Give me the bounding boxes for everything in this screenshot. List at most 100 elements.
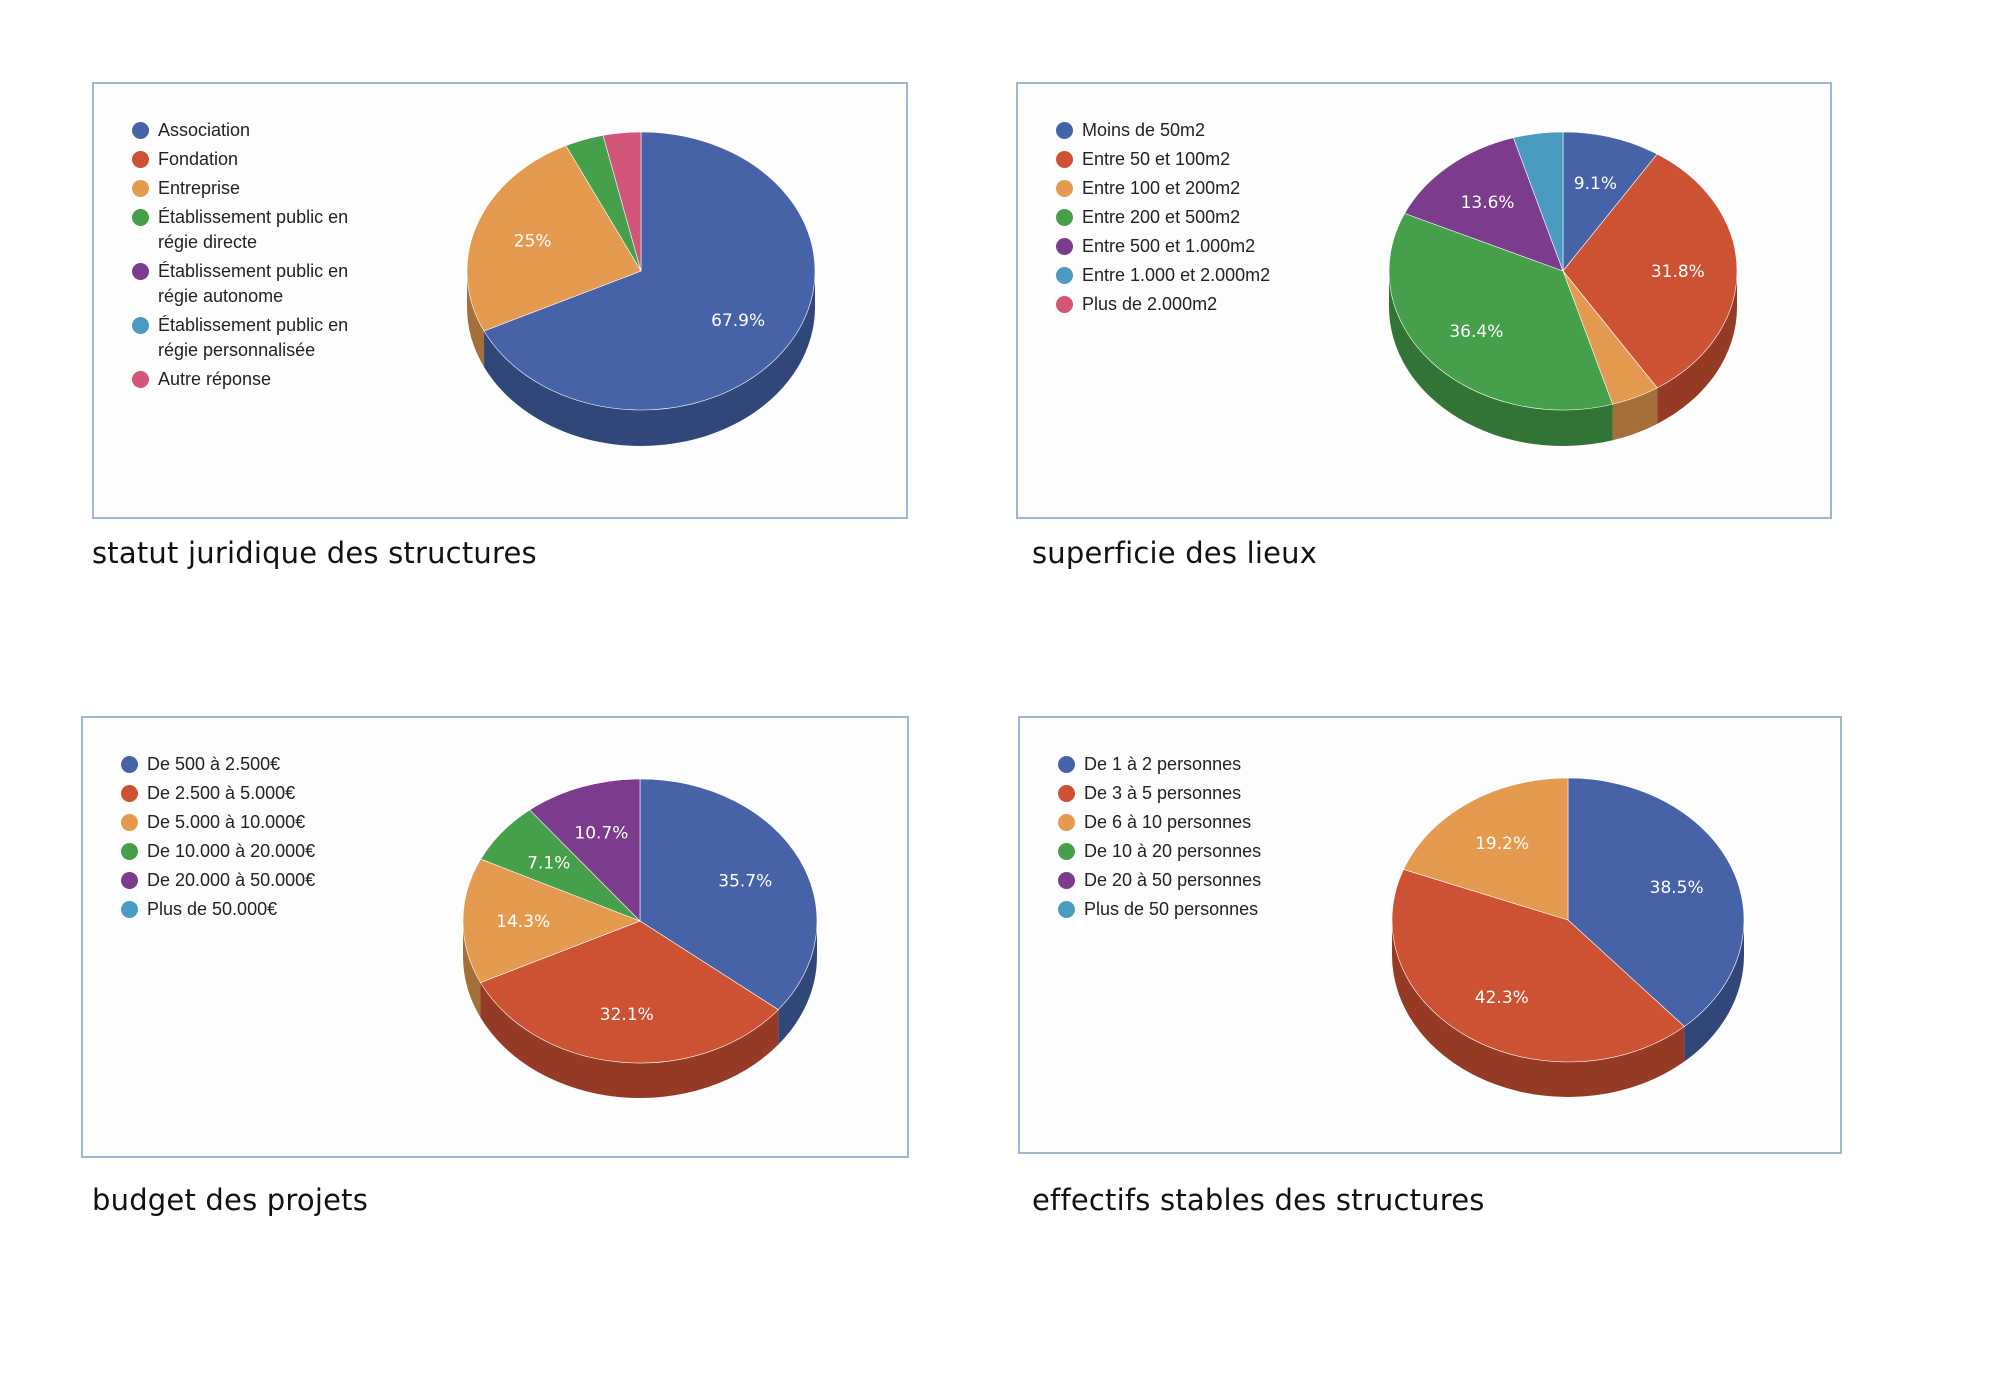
legend-item: De 20 à 50 personnes bbox=[1058, 868, 1261, 893]
pie-slice-side bbox=[484, 271, 815, 446]
caption-superficie: superficie des lieux bbox=[1032, 536, 1318, 570]
legend-label: Plus de 2.000m2 bbox=[1082, 294, 1218, 314]
pie-value-label: 7.1% bbox=[527, 853, 570, 873]
legend-swatch bbox=[132, 180, 149, 197]
pie-value-label: 42.3% bbox=[1475, 988, 1529, 1008]
legend: De 1 à 2 personnes De 3 à 5 personnes De 6… bbox=[1058, 752, 1261, 926]
legend-swatch bbox=[132, 209, 149, 226]
legend: Moins de 50m2 Entre 50 et 100m2 Entre 100 … bbox=[1056, 118, 1270, 321]
pie-slice-side bbox=[480, 982, 779, 1098]
legend-item: Établissement public en régie autonome bbox=[132, 259, 373, 309]
legend-swatch bbox=[121, 814, 138, 831]
legend-swatch bbox=[1056, 151, 1073, 168]
legend-item: Fondation bbox=[132, 147, 373, 172]
legend-item: Moins de 50m2 bbox=[1056, 118, 1270, 143]
pie-value-label: 35.7% bbox=[718, 871, 772, 891]
legend-swatch bbox=[1056, 267, 1073, 284]
legend-label: Établissement public en régie autonome bbox=[158, 261, 349, 306]
chart-superficie: Moins de 50m2 Entre 50 et 100m2 Entre 100 … bbox=[1016, 82, 1832, 519]
legend-label: Plus de 50.000€ bbox=[147, 899, 278, 919]
legend-item: De 5.000 à 10.000€ bbox=[121, 810, 315, 835]
legend-swatch bbox=[1058, 785, 1075, 802]
pie-slice-side bbox=[1657, 271, 1737, 424]
legend-swatch bbox=[132, 151, 149, 168]
pie-slice bbox=[1562, 153, 1738, 389]
legend-label: De 20.000 à 50.000€ bbox=[147, 870, 316, 890]
legend-item: De 2.500 à 5.000€ bbox=[121, 781, 315, 806]
legend-label: De 6 à 10 personnes bbox=[1084, 812, 1252, 832]
pie-slice bbox=[1567, 777, 1745, 1027]
chart-effectifs: De 1 à 2 personnes De 3 à 5 personnes De 6… bbox=[1018, 716, 1842, 1154]
pie-effectifs: 38.5% 42.3% 19.2% bbox=[1391, 777, 1745, 1097]
legend-label: De 3 à 5 personnes bbox=[1084, 783, 1242, 803]
pie-slice bbox=[466, 145, 642, 332]
legend-swatch bbox=[1058, 901, 1075, 918]
legend-item: Établissement public en régie personnali… bbox=[132, 313, 373, 363]
legend-label: Entre 200 et 500m2 bbox=[1082, 207, 1241, 227]
legend-label: Entre 500 et 1.000m2 bbox=[1082, 236, 1256, 256]
legend-label: De 5.000 à 10.000€ bbox=[147, 812, 306, 832]
pie-slice bbox=[602, 131, 642, 272]
pie-slice bbox=[1513, 131, 1564, 272]
pie-slice-side bbox=[1392, 920, 1685, 1097]
legend-item: De 3 à 5 personnes bbox=[1058, 781, 1261, 806]
legend-item: De 10 à 20 personnes bbox=[1058, 839, 1261, 864]
legend-swatch bbox=[132, 317, 149, 334]
legend-label: Établissement public en régie directe bbox=[158, 207, 349, 252]
legend-label: Entre 100 et 200m2 bbox=[1082, 178, 1241, 198]
legend-item: Entre 500 et 1.000m2 bbox=[1056, 234, 1270, 259]
legend-item: Plus de 50.000€ bbox=[121, 897, 315, 922]
legend-label: De 10 à 20 personnes bbox=[1084, 841, 1262, 861]
legend-swatch bbox=[132, 263, 149, 280]
pie-budget: 35.7% 32.1% 14.3% 7.1%10.7% bbox=[462, 778, 818, 1098]
legend-swatch bbox=[132, 122, 149, 139]
pie-slice bbox=[462, 858, 641, 983]
legend-swatch bbox=[121, 785, 138, 802]
legend-item: Entre 50 et 100m2 bbox=[1056, 147, 1270, 172]
legend-swatch bbox=[1058, 872, 1075, 889]
legend-label: Entre 50 et 100m2 bbox=[1082, 149, 1231, 169]
pie-value-label: 14.3% bbox=[496, 912, 550, 932]
legend-label: De 10.000 à 20.000€ bbox=[147, 841, 316, 861]
pie-slice bbox=[639, 778, 818, 1011]
legend-item: Entre 200 et 500m2 bbox=[1056, 205, 1270, 230]
legend-swatch bbox=[1058, 843, 1075, 860]
legend-swatch bbox=[121, 872, 138, 889]
legend-label: De 500 à 2.500€ bbox=[147, 754, 281, 774]
legend: Association Fondation Entreprise Établissem… bbox=[132, 118, 373, 396]
legend-label: De 20 à 50 personnes bbox=[1084, 870, 1262, 890]
pie-value-label: 13.6% bbox=[1461, 193, 1515, 213]
legend-item: De 1 à 2 personnes bbox=[1058, 752, 1261, 777]
caption-effectifs: effectifs stables des structures bbox=[1032, 1183, 1485, 1217]
legend-item: Autre réponse bbox=[132, 367, 373, 392]
legend-item: De 20.000 à 50.000€ bbox=[121, 868, 315, 893]
pie-value-label: 19.2% bbox=[1475, 834, 1529, 854]
legend-label: Fondation bbox=[158, 149, 239, 169]
pie-value-label: 38.5% bbox=[1650, 878, 1704, 898]
legend-swatch bbox=[1056, 180, 1073, 197]
pie-slice-side bbox=[1612, 387, 1658, 441]
pie-slice bbox=[529, 778, 641, 922]
legend-swatch bbox=[121, 756, 138, 773]
caption-statut-juridique: statut juridique des structures bbox=[92, 536, 537, 570]
pie-slice-side bbox=[467, 271, 485, 367]
legend-item: Entreprise bbox=[132, 176, 373, 201]
pie-slice bbox=[480, 920, 779, 1064]
legend-swatch bbox=[1056, 238, 1073, 255]
legend-item: Plus de 2.000m2 bbox=[1056, 292, 1270, 317]
legend-swatch bbox=[121, 901, 138, 918]
pie-superficie: 9.1% 31.8% 36.4% 13.6% bbox=[1388, 131, 1738, 446]
pie-slice bbox=[1403, 777, 1569, 921]
pie-slice bbox=[1391, 869, 1685, 1063]
legend: De 500 à 2.500€ De 2.500 à 5.000€ De 5.000… bbox=[121, 752, 315, 926]
pie-statut-juridique: 67.9% 25% bbox=[466, 131, 816, 446]
legend-item: Entre 100 et 200m2 bbox=[1056, 176, 1270, 201]
pie-value-label: 32.1% bbox=[600, 1005, 654, 1025]
legend-label: De 1 à 2 personnes bbox=[1084, 754, 1242, 774]
chart-budget: De 500 à 2.500€ De 2.500 à 5.000€ De 5.000… bbox=[81, 716, 909, 1158]
legend-label: Établissement public en régie personnali… bbox=[158, 315, 349, 360]
legend-label: Plus de 50 personnes bbox=[1084, 899, 1259, 919]
caption-budget: budget des projets bbox=[92, 1183, 369, 1217]
legend-label: Entreprise bbox=[158, 178, 241, 198]
pie-slice bbox=[1388, 213, 1613, 411]
